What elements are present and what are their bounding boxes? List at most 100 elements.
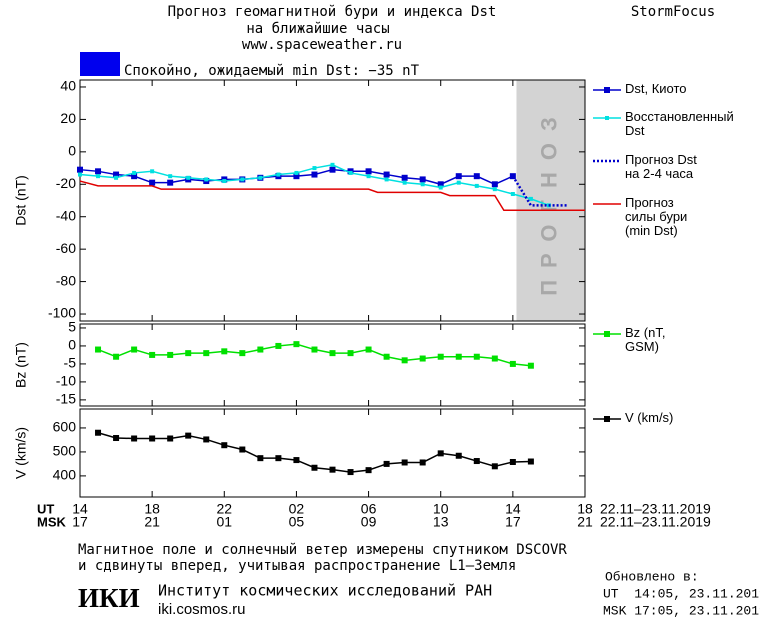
data-point bbox=[419, 459, 426, 466]
site: iki.cosmos.ru bbox=[158, 601, 246, 618]
data-point bbox=[366, 174, 371, 179]
data-point bbox=[473, 458, 480, 465]
legend-marker bbox=[605, 116, 609, 120]
x-tick-label: 14 bbox=[72, 501, 88, 517]
data-point bbox=[347, 350, 354, 357]
data-point bbox=[383, 353, 390, 360]
title: Прогноз геомагнитной бури и индекса Dst bbox=[168, 4, 497, 20]
data-point bbox=[419, 176, 426, 183]
data-point bbox=[95, 168, 102, 175]
x-tick-label: 06 bbox=[361, 501, 377, 517]
data-point bbox=[293, 341, 300, 348]
x-axis-label: UT bbox=[37, 501, 54, 516]
data-point bbox=[420, 182, 425, 187]
status-indicator bbox=[80, 52, 120, 76]
y-tick-label: 0 bbox=[68, 143, 76, 159]
y-tick-label: -15 bbox=[56, 391, 76, 407]
y-tick-label: -80 bbox=[56, 272, 76, 288]
x-tick-label: 22 bbox=[216, 501, 232, 517]
data-point bbox=[258, 175, 263, 180]
data-point bbox=[455, 452, 462, 459]
data-point bbox=[167, 435, 174, 442]
x-tick-label: 18 bbox=[577, 501, 593, 517]
data-point bbox=[402, 180, 407, 185]
legend-marker bbox=[604, 87, 610, 93]
footer-note: Магнитное поле и солнечный ветер измерен… bbox=[78, 542, 567, 558]
institute: Институт космических исследований РАН bbox=[158, 582, 492, 600]
data-point bbox=[437, 181, 444, 188]
data-point bbox=[239, 350, 246, 357]
data-point bbox=[222, 179, 227, 184]
data-point bbox=[113, 171, 120, 178]
data-point bbox=[149, 351, 156, 358]
data-point bbox=[438, 185, 443, 190]
updated-label: Обновлено в: bbox=[605, 569, 699, 584]
data-point bbox=[221, 442, 228, 449]
data-point bbox=[527, 362, 534, 369]
data-point bbox=[132, 170, 137, 175]
updated-ut: UT 14:05, 23.11.2019 bbox=[603, 586, 760, 601]
data-point bbox=[113, 435, 120, 442]
data-point bbox=[401, 174, 408, 181]
x2-axis-label: MSK bbox=[37, 514, 67, 529]
legend-label: Bz (nT, GSM) bbox=[625, 325, 665, 354]
x2-tick-label: 05 bbox=[289, 514, 305, 530]
x2-tick-label: 17 bbox=[505, 514, 521, 530]
data-point bbox=[294, 170, 299, 175]
data-point bbox=[311, 346, 318, 353]
data-point bbox=[95, 346, 102, 353]
brand: StormFocus bbox=[631, 4, 715, 20]
data-point bbox=[95, 429, 102, 436]
url: www.spaceweather.ru bbox=[242, 37, 402, 53]
y-tick-label: 0 bbox=[68, 337, 76, 353]
data-point bbox=[329, 166, 336, 173]
y-tick-label: -60 bbox=[56, 240, 76, 256]
legend-marker bbox=[604, 416, 610, 422]
data-point bbox=[384, 177, 389, 182]
legend-label: Прогноз силы бури (min Dst) bbox=[625, 195, 687, 238]
plot-frame bbox=[79, 79, 586, 322]
data-point bbox=[293, 173, 300, 180]
y-tick-label: -40 bbox=[56, 207, 76, 223]
data-point bbox=[329, 350, 336, 357]
data-point bbox=[167, 351, 174, 358]
data-point bbox=[491, 181, 498, 188]
data-point bbox=[455, 173, 462, 180]
data-point bbox=[456, 180, 461, 185]
data-point bbox=[114, 175, 119, 180]
data-point bbox=[510, 192, 515, 197]
x-dates: 22.11–23.11.2019 bbox=[600, 501, 711, 517]
data-point bbox=[330, 162, 335, 167]
x-tick-label: 18 bbox=[144, 501, 160, 517]
data-point bbox=[131, 346, 138, 353]
x2-tick-label: 01 bbox=[216, 514, 232, 530]
x2-dates: 22.11–23.11.2019 bbox=[600, 514, 711, 530]
logo: ИКИ bbox=[78, 583, 140, 613]
data-point bbox=[203, 350, 210, 357]
legend-label: Dst, Киото bbox=[625, 81, 687, 96]
data-point bbox=[474, 183, 479, 188]
data-point bbox=[168, 174, 173, 179]
data-point bbox=[365, 467, 372, 474]
data-point bbox=[185, 350, 192, 357]
x2-tick-label: 09 bbox=[361, 514, 377, 530]
data-point bbox=[276, 172, 281, 177]
x-tick-label: 02 bbox=[289, 501, 305, 517]
data-point bbox=[419, 355, 426, 362]
data-point bbox=[113, 353, 120, 360]
data-point bbox=[491, 463, 498, 470]
data-point bbox=[527, 458, 534, 465]
subtitle: на ближайшие часы bbox=[246, 21, 389, 37]
plot-frame bbox=[79, 408, 586, 498]
data-point bbox=[257, 455, 264, 462]
data-point bbox=[204, 177, 209, 182]
legend-marker bbox=[604, 331, 610, 337]
data-point bbox=[275, 342, 282, 349]
updated-msk: MSK 17:05, 23.11.2019 bbox=[603, 603, 760, 618]
data-point bbox=[365, 168, 372, 175]
y-tick-label: 5 bbox=[68, 319, 76, 335]
data-point bbox=[312, 166, 317, 171]
legend-label: Прогноз Dst на 2-4 часа bbox=[625, 152, 697, 181]
data-point bbox=[401, 459, 408, 466]
